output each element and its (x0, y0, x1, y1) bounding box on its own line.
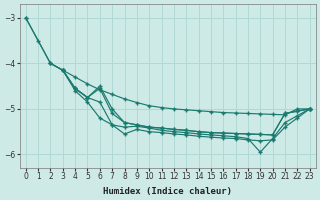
X-axis label: Humidex (Indice chaleur): Humidex (Indice chaleur) (103, 187, 232, 196)
